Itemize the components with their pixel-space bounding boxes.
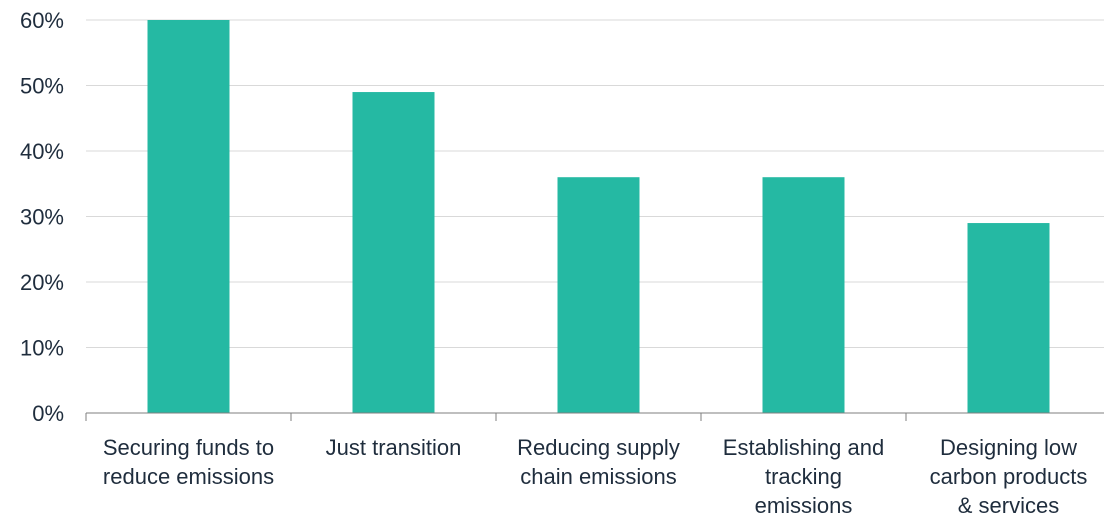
bar xyxy=(762,177,845,413)
y-axis-tick-labels: 0% 10% 20% 30% 40% 50% 60% xyxy=(20,8,64,426)
x-category-label-line: Designing low xyxy=(940,435,1077,460)
x-axis-category-labels: Securing funds to reduce emissions Just tr… xyxy=(103,435,1088,518)
bars xyxy=(147,20,1050,414)
x-category-label-line: Just transition xyxy=(326,435,462,460)
y-tick-label: 0% xyxy=(32,401,64,426)
x-category-label-line: tracking xyxy=(765,464,842,489)
y-tick-label: 30% xyxy=(20,205,64,230)
x-category-label: Just transition xyxy=(326,435,462,460)
x-axis xyxy=(85,412,1104,421)
x-category-label: Designing low carbon products & services xyxy=(930,435,1088,518)
bar xyxy=(352,92,435,414)
x-category-label: Securing funds to reduce emissions xyxy=(103,435,274,489)
x-category-label-line: & services xyxy=(958,493,1059,518)
y-tick-label: 60% xyxy=(20,8,64,33)
y-tick-label: 10% xyxy=(20,336,64,361)
y-tick-label: 40% xyxy=(20,139,64,164)
x-category-label-line: reduce emissions xyxy=(103,464,274,489)
bar xyxy=(557,177,640,413)
x-category-label-line: Securing funds to xyxy=(103,435,274,460)
x-category-label-line: Reducing supply xyxy=(517,435,680,460)
x-category-label-line: chain emissions xyxy=(520,464,677,489)
y-tick-label: 50% xyxy=(20,74,64,99)
x-category-label-line: emissions xyxy=(755,493,853,518)
bar xyxy=(967,223,1050,413)
bar xyxy=(147,20,230,413)
x-category-label-line: Establishing and xyxy=(723,435,884,460)
x-category-label: Establishing and tracking emissions xyxy=(723,435,884,518)
x-category-label: Reducing supply chain emissions xyxy=(517,435,680,489)
y-tick-label: 20% xyxy=(20,270,64,295)
x-category-label-line: carbon products xyxy=(930,464,1088,489)
